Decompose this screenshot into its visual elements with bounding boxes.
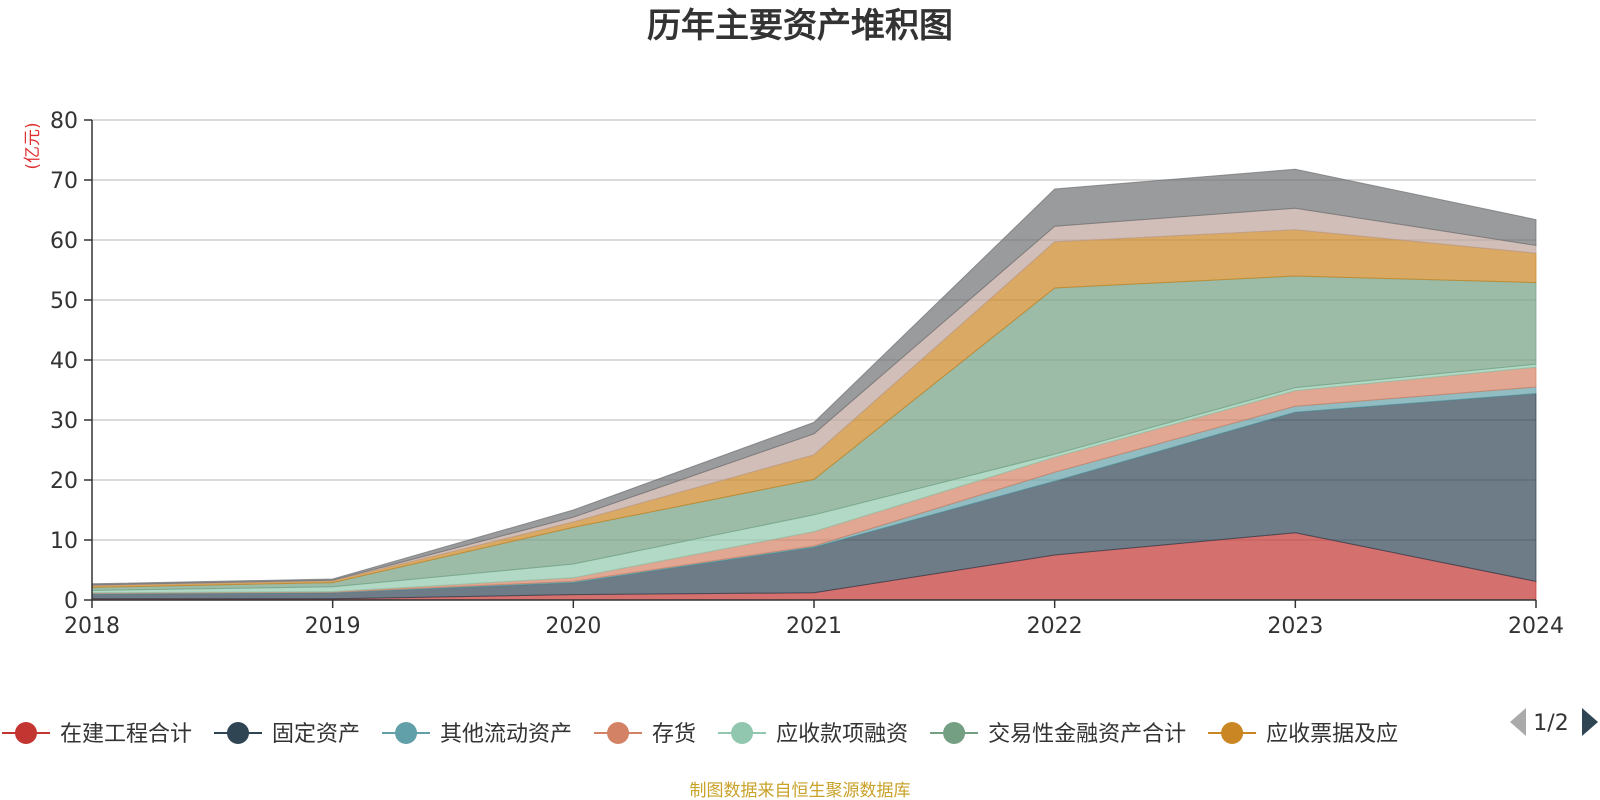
legend: 在建工程合计 固定资产 其他流动资产 存货 应收款项融资 交易性金融资产合计 应收票据及应 (2, 722, 1398, 747)
y-axis-unit-label: (亿元) (23, 122, 43, 169)
legend-label: 在建工程合计 (60, 722, 192, 747)
grid-lines (92, 119, 1536, 541)
legend-item-3[interactable]: 存货 (594, 722, 696, 747)
legend-item-5[interactable]: 交易性金融资产合计 (930, 722, 1186, 747)
chart-title: 历年主要资产堆积图 (647, 6, 953, 46)
legend-circle-icon (943, 722, 966, 744)
x-tick-label: 2024 (1508, 614, 1564, 639)
legend-item-1[interactable]: 固定资产 (214, 722, 360, 747)
x-tick-label: 2020 (545, 614, 601, 639)
legend-circle-icon (607, 722, 630, 744)
y-axis-ticks: 0 10 20 30 40 50 60 70 80 (50, 109, 92, 614)
legend-label: 应收票据及应 (1266, 722, 1398, 747)
legend-label: 交易性金融资产合计 (988, 722, 1186, 747)
legend-next-page-icon[interactable] (1582, 708, 1598, 736)
legend-circle-icon (15, 722, 37, 744)
x-tick-label: 2021 (786, 614, 842, 639)
x-tick-label: 2018 (64, 614, 120, 639)
legend-circle-icon (395, 722, 418, 744)
area-series-group (91, 168, 1537, 601)
data-source-note: 制图数据来自恒生聚源数据库 (690, 781, 911, 800)
y-tick-label: 60 (50, 229, 78, 254)
y-tick-label: 70 (50, 169, 78, 194)
legend-circle-icon (227, 722, 250, 744)
legend-item-6[interactable]: 应收票据及应 (1208, 722, 1398, 747)
y-tick-label: 50 (50, 289, 78, 314)
legend-label: 存货 (652, 722, 696, 747)
x-tick-label: 2019 (305, 614, 361, 639)
y-tick-label: 0 (64, 589, 78, 614)
y-tick-label: 40 (50, 349, 78, 374)
x-tick-label: 2023 (1267, 614, 1323, 639)
area-series-8 (91, 168, 1537, 586)
y-tick-label: 20 (50, 469, 78, 494)
legend-pager: 1/2 (1510, 708, 1598, 736)
legend-circle-icon (1221, 722, 1244, 744)
legend-page-indicator: 1/2 (1533, 711, 1568, 736)
legend-item-0[interactable]: 在建工程合计 (2, 722, 192, 747)
legend-item-4[interactable]: 应收款项融资 (718, 722, 908, 747)
legend-item-2[interactable]: 其他流动资产 (382, 722, 572, 747)
y-tick-label: 30 (50, 409, 78, 434)
y-tick-label: 10 (50, 529, 78, 554)
x-axis-ticks: 2018 2019 2020 2021 2022 2023 2024 (64, 600, 1564, 639)
legend-label: 固定资产 (272, 722, 360, 747)
legend-label: 应收款项融资 (776, 722, 908, 747)
legend-label: 其他流动资产 (440, 722, 572, 747)
y-tick-label: 80 (50, 109, 78, 134)
legend-prev-page-icon[interactable] (1510, 708, 1526, 736)
x-tick-label: 2022 (1027, 614, 1083, 639)
legend-circle-icon (731, 722, 754, 744)
